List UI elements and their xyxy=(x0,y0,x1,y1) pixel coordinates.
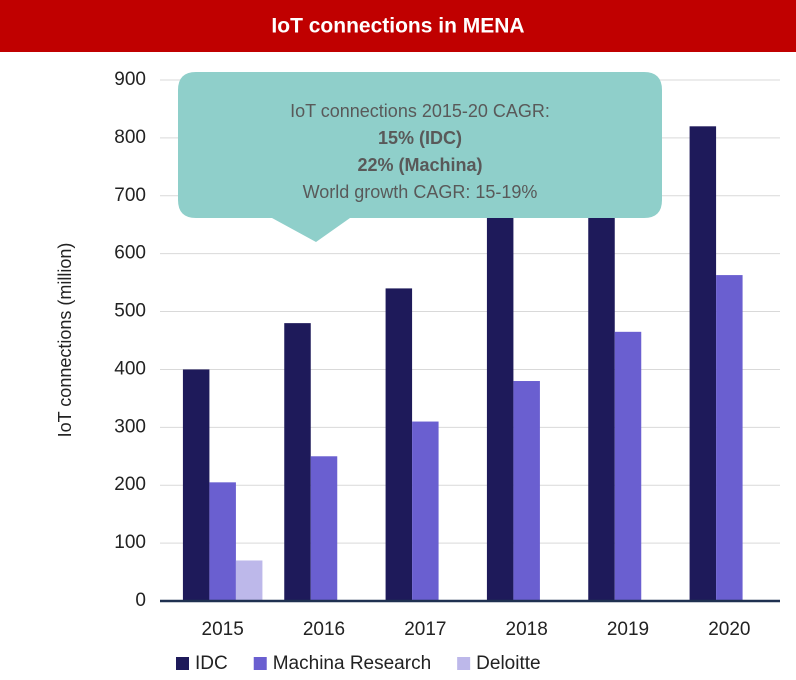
callout-shape xyxy=(178,72,662,242)
callout-text: IoT connections 2015-20 CAGR: xyxy=(290,101,550,121)
bar xyxy=(588,166,615,602)
y-axis-label: IoT connections (million) xyxy=(55,243,75,438)
bar xyxy=(689,126,717,602)
legend-swatch xyxy=(253,657,267,670)
y-tick-label: 900 xyxy=(114,69,146,90)
callout-text: 15% (IDC) xyxy=(378,128,462,148)
y-tick-label: 100 xyxy=(114,532,146,553)
y-tick-label: 600 xyxy=(114,243,146,264)
bar xyxy=(310,456,338,601)
x-tick-label: 2018 xyxy=(506,619,548,640)
bar xyxy=(284,323,311,601)
y-tick-label: 400 xyxy=(114,358,146,379)
legend-label: IDC xyxy=(195,653,228,674)
bar xyxy=(614,331,642,601)
bar xyxy=(412,421,439,601)
x-tick-label: 2019 xyxy=(607,619,649,640)
bar xyxy=(182,369,210,601)
y-tick-label: 0 xyxy=(135,590,146,611)
legend-label: Deloitte xyxy=(476,653,540,674)
x-tick-label: 2020 xyxy=(708,619,750,640)
title-banner xyxy=(0,0,796,52)
callout-text: World growth CAGR: 15-19% xyxy=(303,182,538,202)
bar xyxy=(716,275,743,601)
y-tick-label: 300 xyxy=(114,416,146,437)
x-tick-label: 2016 xyxy=(303,619,345,640)
bar xyxy=(235,560,263,601)
legend-swatch xyxy=(176,657,189,670)
callout-text: 22% (Machina) xyxy=(357,155,482,175)
legend-swatch xyxy=(457,657,471,670)
chart-title: IoT connections in MENA xyxy=(271,15,524,38)
bar xyxy=(209,482,236,601)
plot: 0 100 200 300 400 500 600 700 800 900 2015 2016 2017… xyxy=(114,69,780,674)
y-tick-label: 800 xyxy=(114,127,146,148)
bar xyxy=(513,381,540,601)
x-tick-label: 2015 xyxy=(202,619,244,640)
y-tick-label: 200 xyxy=(114,474,146,495)
callout: IoT connections 2015-20 CAGR: 15% (IDC) … xyxy=(178,72,662,242)
y-tick-label: 700 xyxy=(114,185,146,206)
bar xyxy=(486,207,514,601)
x-tick-label: 2017 xyxy=(404,619,446,640)
y-tick-label: 500 xyxy=(114,301,146,322)
legend-label: Machina Research xyxy=(273,653,431,674)
bar xyxy=(385,288,413,601)
